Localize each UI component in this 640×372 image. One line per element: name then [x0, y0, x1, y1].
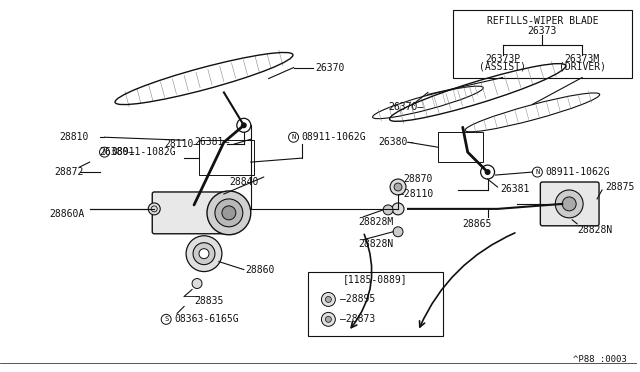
Bar — [199, 140, 253, 175]
Text: 26373: 26373 — [527, 26, 557, 36]
Text: 26381: 26381 — [500, 184, 530, 194]
Text: 08911-1062G: 08911-1062G — [545, 167, 610, 177]
Text: (DRIVER): (DRIVER) — [559, 62, 605, 71]
Text: (ASSIST): (ASSIST) — [479, 62, 526, 71]
Text: 28828N: 28828N — [358, 239, 394, 249]
Text: 28835: 28835 — [194, 296, 223, 307]
Circle shape — [383, 205, 393, 215]
Circle shape — [392, 203, 404, 215]
Bar — [452, 10, 632, 77]
Text: 28810: 28810 — [60, 132, 89, 142]
Circle shape — [215, 199, 243, 227]
Text: ^P88 :0003: ^P88 :0003 — [573, 355, 627, 364]
FancyBboxPatch shape — [540, 182, 599, 226]
Circle shape — [193, 243, 215, 264]
Text: 26380—: 26380— — [99, 147, 135, 157]
Text: S: S — [164, 316, 168, 323]
Text: 28828M: 28828M — [358, 217, 394, 227]
Text: 28872: 28872 — [55, 167, 84, 177]
Text: 28860A: 28860A — [50, 209, 85, 219]
Circle shape — [321, 292, 335, 307]
Text: 28860: 28860 — [246, 264, 275, 275]
Text: 26373P: 26373P — [485, 54, 520, 64]
Text: 28828N: 28828N — [577, 225, 612, 235]
Text: 08363-6165G: 08363-6165G — [174, 314, 239, 324]
Text: —28110: —28110 — [398, 189, 433, 199]
Circle shape — [207, 191, 251, 235]
Text: N: N — [102, 149, 107, 155]
Circle shape — [241, 122, 247, 128]
Text: 28875: 28875 — [605, 182, 634, 192]
Text: N: N — [291, 134, 296, 140]
Circle shape — [237, 118, 251, 132]
Text: REFILLS-WIPER BLADE: REFILLS-WIPER BLADE — [486, 16, 598, 26]
Text: 26373M: 26373M — [564, 54, 600, 64]
Text: 28870: 28870 — [403, 174, 433, 184]
Circle shape — [481, 165, 495, 179]
Bar — [308, 272, 443, 336]
Text: 08911-1062G: 08911-1062G — [301, 132, 366, 142]
Circle shape — [321, 312, 335, 326]
Text: —28873: —28873 — [340, 314, 376, 324]
Text: 28840: 28840 — [229, 177, 259, 187]
Text: [1185-0889]: [1185-0889] — [343, 275, 408, 285]
Text: 26370: 26370 — [316, 62, 345, 73]
Circle shape — [484, 169, 491, 175]
Circle shape — [325, 316, 332, 322]
Circle shape — [325, 296, 332, 302]
Circle shape — [186, 236, 222, 272]
Text: 26381—: 26381— — [194, 137, 229, 147]
Text: 26370—: 26370— — [388, 102, 423, 112]
Text: —28895: —28895 — [340, 295, 376, 304]
FancyBboxPatch shape — [152, 192, 236, 234]
Circle shape — [556, 190, 583, 218]
Circle shape — [222, 206, 236, 220]
Text: 28865: 28865 — [463, 219, 492, 229]
Circle shape — [148, 203, 160, 215]
Text: 26380—: 26380— — [378, 137, 413, 147]
Text: N: N — [535, 169, 540, 175]
Circle shape — [199, 249, 209, 259]
Circle shape — [390, 179, 406, 195]
Circle shape — [562, 197, 576, 211]
Circle shape — [393, 227, 403, 237]
Text: 28110—: 28110— — [164, 139, 200, 149]
Circle shape — [192, 279, 202, 289]
Text: 08911-1082G: 08911-1082G — [111, 147, 176, 157]
Bar — [438, 132, 483, 162]
Circle shape — [394, 183, 402, 191]
